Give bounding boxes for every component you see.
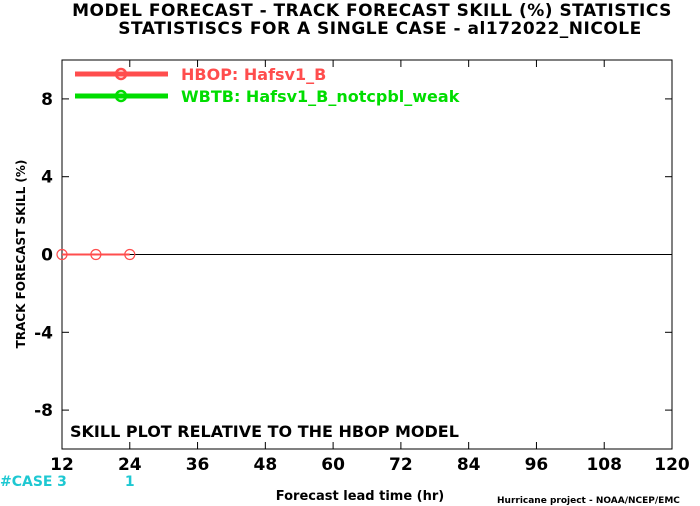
- y-tick-label: 0: [41, 246, 53, 266]
- x-tick-label: 36: [186, 455, 210, 475]
- y-axis-label: TRACK FORECAST SKILL (%): [14, 160, 28, 349]
- x-ticks: 12 24 36 48 60 72 84 96 108 120: [50, 60, 690, 475]
- x-tick-label: 48: [253, 455, 277, 475]
- legend-swatch-marker: [114, 67, 128, 81]
- x-tick-label: 24: [118, 455, 142, 475]
- case-count-label: #CASE: [0, 474, 53, 490]
- series-point: [124, 248, 136, 261]
- case-count-value: 3: [57, 474, 67, 490]
- legend-swatch-marker: [114, 89, 128, 103]
- y-ticks: -8 -4 0 4 8: [34, 90, 672, 421]
- case-count-value: 1: [125, 474, 135, 490]
- x-tick-label: 108: [586, 455, 622, 475]
- skill-annotation: SKILL PLOT RELATIVE TO THE HBOP MODEL: [70, 422, 459, 441]
- credit-text: Hurricane project - NOAA/NCEP/EMC: [497, 496, 680, 506]
- y-tick-label: -4: [34, 323, 53, 343]
- legend: HBOP: Hafsv1_B WBTB: Hafsv1_B_notcpbl_wea…: [75, 65, 460, 106]
- x-tick-label: 84: [457, 455, 481, 475]
- series-point: [56, 248, 68, 261]
- y-tick-label: 8: [41, 90, 53, 110]
- x-axis-label: Forecast lead time (hr): [276, 489, 444, 504]
- x-tick-label: 96: [525, 455, 549, 475]
- series-layer: [56, 248, 136, 261]
- chart-title: MODEL FORECAST - TRACK FORECAST SKILL (%…: [72, 1, 672, 21]
- case-count-row: #CASE 3 1: [0, 474, 135, 490]
- x-tick-label: 72: [389, 455, 413, 475]
- y-tick-label: 4: [41, 168, 53, 188]
- legend-entry-label: HBOP: Hafsv1_B: [181, 65, 326, 84]
- chart-subtitle: STATISTISCS FOR A SINGLE CASE - al172022…: [118, 19, 642, 39]
- x-tick-label: 120: [654, 455, 690, 475]
- legend-entry-label: WBTB: Hafsv1_B_notcpbl_weak: [181, 87, 460, 106]
- x-tick-label: 60: [321, 455, 345, 475]
- y-tick-label: -8: [34, 401, 53, 421]
- x-tick-label: 12: [50, 455, 74, 475]
- series-point: [90, 248, 102, 261]
